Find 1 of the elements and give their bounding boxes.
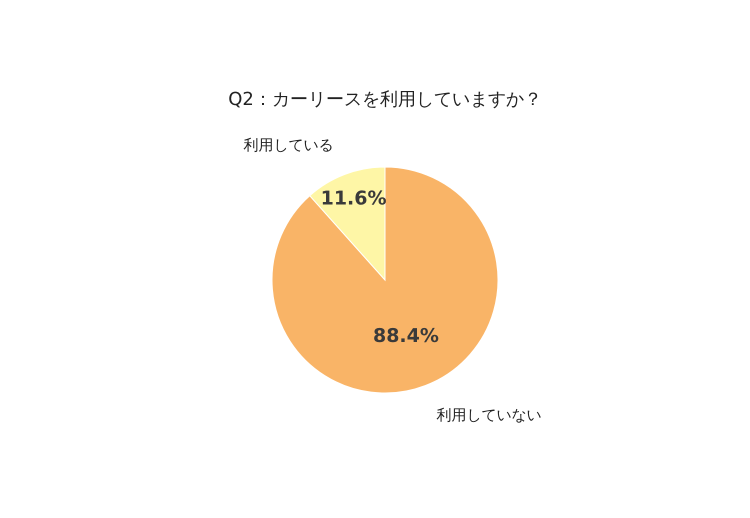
title: Q2：カーリースを利用していますか？ xyxy=(228,89,542,110)
